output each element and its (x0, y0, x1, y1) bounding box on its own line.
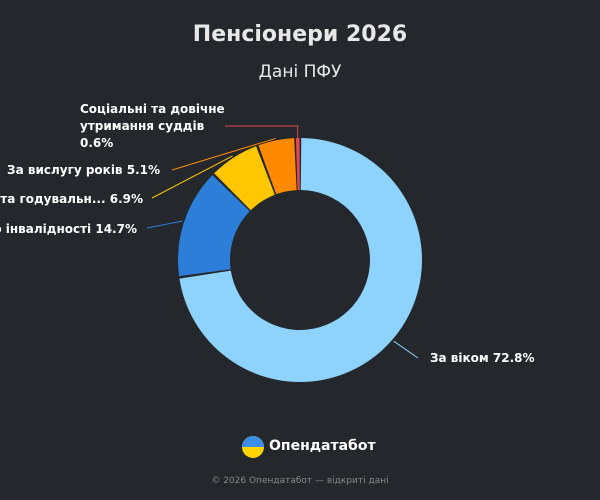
footer-text: © 2026 Опендатабот — відкриті дані (211, 476, 389, 486)
label-name: За вислугу років (7, 163, 123, 177)
data-label: За віком 72.8% (430, 350, 535, 367)
label-value: 14.7% (95, 222, 137, 236)
label-value: 5.1% (126, 163, 160, 177)
donut-segment (178, 175, 250, 277)
label-name: о інвалідності (0, 222, 92, 236)
chart-title: Пенсіонери 2026 (192, 22, 408, 47)
donut-segment (295, 138, 300, 191)
leader-line (146, 220, 183, 229)
data-label: о інвалідності 14.7% (0, 221, 137, 238)
label-name: За віком (430, 351, 489, 365)
leader-line (393, 340, 419, 359)
chart-subtitle: Дані ПФУ (258, 62, 342, 82)
data-label: рата годувальн... 6.9% (0, 191, 143, 208)
label-value: 72.8% (492, 351, 535, 365)
donut-segment (214, 146, 275, 211)
brand-name: Опендатабот (269, 438, 376, 454)
logo-icon (242, 436, 264, 458)
label-name: рата годувальн... (0, 192, 106, 206)
donut-segment (258, 138, 297, 195)
data-label: За вислугу років 5.1% (7, 162, 160, 179)
label-value: 6.9% (109, 192, 143, 206)
data-label: Соціальні та довічне утримання суддів 0.… (80, 101, 225, 152)
donut-segment (179, 138, 422, 382)
label-name: Соціальні та довічне утримання суддів (80, 102, 225, 133)
leader-line (225, 125, 299, 138)
leader-line (171, 137, 276, 171)
label-value: 0.6% (80, 136, 114, 150)
leader-line (151, 155, 233, 199)
